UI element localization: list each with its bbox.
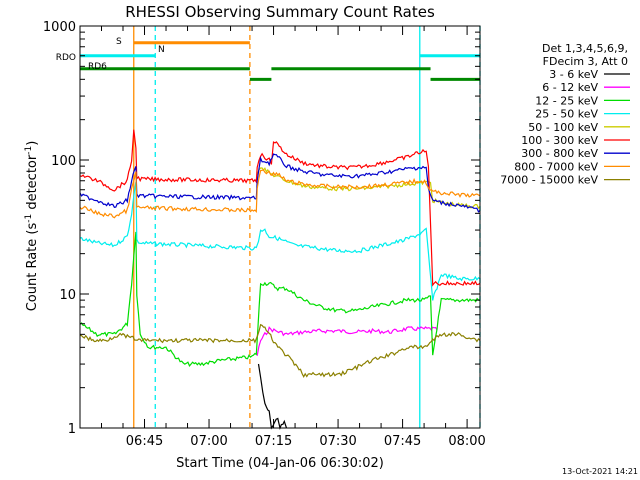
generation-timestamp: 13-Oct-2021 14:21 bbox=[562, 467, 638, 476]
series-line-1 bbox=[256, 326, 438, 356]
y-tick-label-2: 100 bbox=[51, 154, 76, 169]
legend-entry-4: 50 - 100 keV bbox=[528, 121, 598, 134]
legend-entry-3: 25 - 50 keV bbox=[535, 108, 598, 121]
series-line-0 bbox=[257, 363, 288, 430]
series-line-8 bbox=[80, 323, 481, 379]
series-line-7 bbox=[79, 169, 481, 219]
series-line-2 bbox=[79, 231, 480, 368]
y-axis-label: Count Rate (s-1 detector-1) bbox=[24, 141, 40, 312]
y-axis-label-end: ) bbox=[25, 141, 40, 146]
flag-label-1: N bbox=[158, 45, 165, 55]
x-tick-label-1: 07:00 bbox=[190, 434, 227, 449]
flag-label-0: S bbox=[116, 37, 122, 47]
y-axis-label-sup2: -1 bbox=[24, 146, 34, 155]
legend-entry-6: 300 - 800 keV bbox=[521, 147, 598, 160]
flag-label-2: RDO bbox=[56, 53, 76, 63]
y-tick-label-3: 1000 bbox=[43, 20, 76, 35]
series-line-6 bbox=[79, 153, 481, 213]
y-tick-label-1: 10 bbox=[59, 288, 76, 303]
legend-entry-8: 7000 - 15000 keV bbox=[500, 174, 598, 187]
legend-header-0: Det 1,3,4,5,6,9, bbox=[542, 42, 628, 55]
x-tick-label-4: 07:45 bbox=[384, 434, 421, 449]
legend-entry-7: 800 - 7000 keV bbox=[514, 160, 598, 173]
series-line-5 bbox=[79, 129, 481, 287]
series-line-3 bbox=[79, 181, 481, 301]
x-tick-label-3: 07:30 bbox=[319, 434, 356, 449]
x-tick-label-0: 06:45 bbox=[126, 434, 163, 449]
legend: Det 1,3,4,5,6,9,FDecim 3, Att 03 - 6 keV… bbox=[500, 42, 630, 187]
x-tick-label-5: 08:00 bbox=[448, 434, 485, 449]
y-axis-label-mid: detector bbox=[25, 154, 40, 214]
legend-entry-1: 6 - 12 keV bbox=[542, 81, 598, 94]
legend-header-1: FDecim 3, Att 0 bbox=[543, 55, 628, 68]
legend-entry-2: 12 - 25 keV bbox=[535, 94, 598, 107]
flag-label-3: RD6 bbox=[88, 62, 107, 72]
chart-title: RHESSI Observing Summary Count Rates bbox=[125, 3, 435, 21]
axes: 1 10 100 1000 06:45 07:00 07:15 07:30 07:45 08:00 bbox=[43, 20, 486, 449]
y-axis-label-main: Count Rate (s bbox=[25, 223, 40, 312]
plot-frame bbox=[79, 25, 481, 429]
y-tick-label-0: 1 bbox=[68, 422, 76, 437]
x-axis-label: Start Time (04-Jan-06 06:30:02) bbox=[176, 456, 384, 471]
y-axis-label-sup1: -1 bbox=[24, 214, 34, 223]
x-tick-label-2: 07:15 bbox=[255, 434, 292, 449]
legend-entry-5: 100 - 300 keV bbox=[521, 134, 598, 147]
legend-entry-0: 3 - 6 keV bbox=[549, 68, 598, 81]
